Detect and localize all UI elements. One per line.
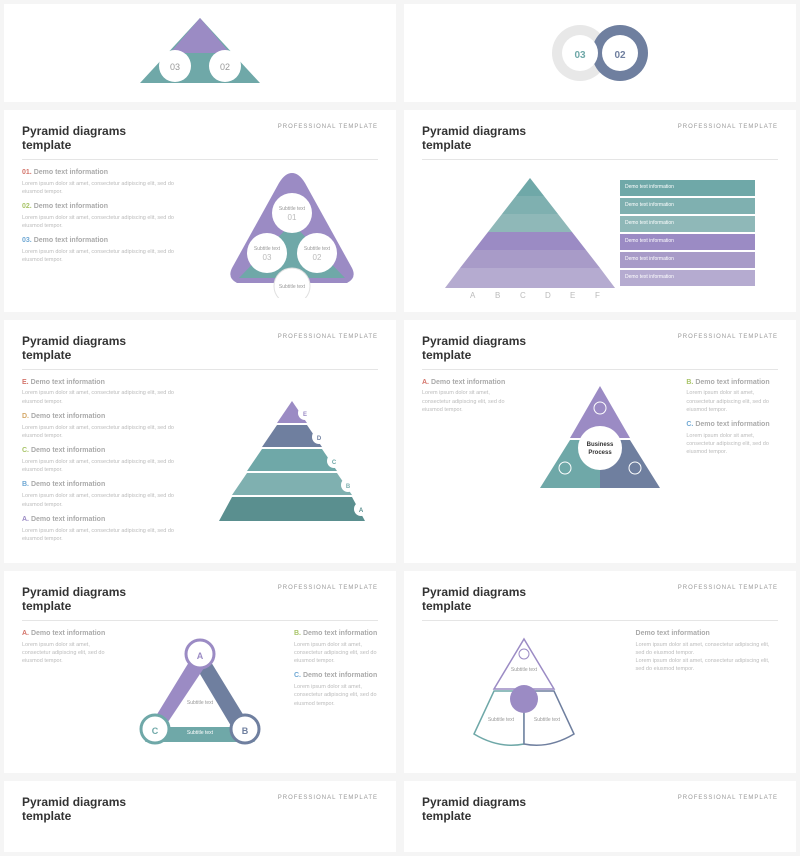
svg-text:Subtitle text: Subtitle text (303, 246, 330, 252)
slide-tag: PROFESSIONAL TEMPLATE (678, 585, 778, 591)
slide-5: Pyramid diagrams template PROFESSIONAL T… (4, 320, 396, 563)
svg-text:Demo text information: Demo text information (625, 238, 674, 244)
svg-text:Demo text information: Demo text information (625, 202, 674, 208)
svg-text:E: E (302, 412, 306, 418)
slide-tag: PROFESSIONAL TEMPLATE (278, 124, 378, 130)
slide-tag: PROFESSIONAL TEMPLATE (678, 334, 778, 340)
svg-text:C: C (152, 726, 159, 736)
slide-title: Pyramid diagrams template (22, 334, 142, 363)
svg-text:D: D (545, 291, 551, 298)
slide-4: Pyramid diagrams template PROFESSIONAL T… (404, 110, 796, 312)
svg-text:E: E (570, 291, 575, 298)
text-column-right: B. Demo text informationLorem ipsum dolo… (686, 378, 778, 498)
slide-title: Pyramid diagrams template (422, 334, 542, 363)
svg-text:02: 02 (614, 50, 626, 61)
slide-tag: PROFESSIONAL TEMPLATE (678, 124, 778, 130)
slide-partial-bottom-2: Pyramid diagrams template PROFESSIONAL T… (404, 781, 796, 852)
slide-tag: PROFESSIONAL TEMPLATE (278, 334, 378, 340)
svg-text:B: B (495, 291, 500, 298)
slide-7: Pyramid diagrams template PROFESSIONAL T… (4, 571, 396, 773)
template-grid: 03 02 03 02 Pyramid diagrams template PR… (0, 0, 800, 856)
svg-text:02: 02 (312, 253, 321, 262)
svg-text:B: B (345, 484, 350, 490)
svg-text:Demo text information: Demo text information (625, 274, 674, 280)
diagram-3: Subtitle text 01 Subtitle text 03 Subtit… (205, 168, 378, 298)
diagram-partial-2: 03 02 (422, 18, 778, 88)
slide-partial-bottom-1: Pyramid diagrams template PROFESSIONAL T… (4, 781, 396, 852)
svg-text:Subtitle text: Subtitle text (511, 667, 538, 673)
slide-tag: PROFESSIONAL TEMPLATE (278, 585, 378, 591)
text-column: Demo text informationLorem ipsum dolor s… (636, 629, 778, 759)
svg-text:Demo text information: Demo text information (625, 184, 674, 190)
slide-title: Pyramid diagrams template (22, 124, 142, 153)
svg-text:Subtitle text: Subtitle text (187, 730, 214, 736)
text-column-left: A. Demo text informationLorem ipsum dolo… (422, 378, 514, 498)
svg-text:03: 03 (574, 50, 586, 61)
slide-3: Pyramid diagrams template PROFESSIONAL T… (4, 110, 396, 312)
svg-text:A: A (197, 651, 204, 661)
diagram-5: E D C B A (205, 378, 378, 549)
diagram-7: A B C Subtitle text Subtitle text (116, 629, 284, 759)
slide-partial-1: 03 02 (4, 4, 396, 102)
svg-text:Business: Business (587, 442, 614, 448)
svg-text:02: 02 (220, 62, 230, 72)
svg-text:Subtitle text: Subtitle text (278, 206, 305, 212)
slide-title: Pyramid diagrams template (22, 585, 142, 614)
slide-title: Pyramid diagrams template (22, 795, 142, 824)
diagram-4: A B C D E F Demo text information Demo t… (422, 168, 778, 298)
slide-8: Pyramid diagrams template PROFESSIONAL T… (404, 571, 796, 773)
diagram-partial-1: 03 02 (22, 18, 378, 88)
svg-text:Subtitle text: Subtitle text (187, 700, 214, 706)
svg-text:Subtitle text: Subtitle text (488, 717, 515, 723)
diagram-8: Subtitle text Subtitle text Subtitle tex… (422, 629, 626, 759)
svg-text:03: 03 (170, 62, 180, 72)
text-column-left: A. Demo text informationLorem ipsum dolo… (22, 629, 106, 759)
text-column-right: B. Demo text informationLorem ipsum dolo… (294, 629, 378, 759)
svg-text:A: A (358, 508, 363, 514)
svg-text:C: C (520, 291, 526, 298)
text-column: E. Demo text informationLorem ipsum dolo… (22, 378, 195, 549)
svg-text:D: D (316, 436, 321, 442)
slide-6: Pyramid diagrams template PROFESSIONAL T… (404, 320, 796, 563)
svg-text:Demo text information: Demo text information (625, 220, 674, 226)
slide-title: Pyramid diagrams template (422, 585, 542, 614)
svg-text:B: B (242, 726, 249, 736)
slide-partial-2: 03 02 (404, 4, 796, 102)
svg-text:Demo text information: Demo text information (625, 256, 674, 262)
text-column: 01. Demo text informationLorem ipsum dol… (22, 168, 195, 298)
svg-text:F: F (595, 291, 600, 298)
svg-text:Process: Process (588, 450, 612, 456)
svg-text:Subtitle text: Subtitle text (278, 284, 305, 290)
slide-title: Pyramid diagrams template (422, 124, 542, 153)
svg-text:03: 03 (262, 253, 271, 262)
svg-text:Subtitle text: Subtitle text (534, 717, 561, 723)
svg-text:A: A (470, 291, 476, 298)
svg-text:01: 01 (287, 213, 296, 222)
svg-text:C: C (331, 460, 336, 466)
svg-text:Subtitle text: Subtitle text (253, 246, 280, 252)
slide-title: Pyramid diagrams template (422, 795, 542, 824)
diagram-6: Business Process (524, 378, 677, 498)
